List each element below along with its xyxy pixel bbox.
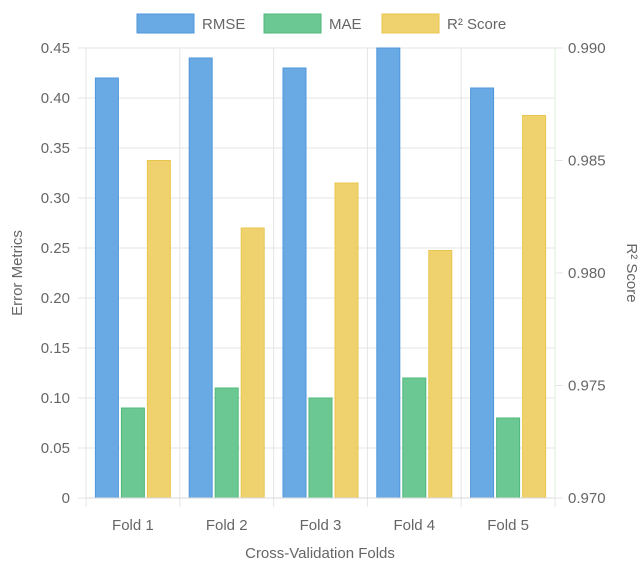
bar-r-score-5[interactable] (522, 115, 547, 499)
axes: 0 0.05 0.10 0.15 0.20 0.25 0.30 0.35 0.40 0.45 0.9… (41, 40, 606, 534)
bar-r-score-3[interactable] (334, 182, 359, 499)
legend-swatch[interactable] (263, 13, 322, 34)
legend-swatch[interactable] (381, 13, 440, 34)
legend-swatch[interactable] (136, 13, 195, 34)
left-tick-label: 0.20 (41, 290, 70, 307)
bar-rmse-1[interactable] (94, 77, 119, 499)
left-tick-label: 0 (62, 490, 70, 507)
left-tick-label: 0.25 (41, 240, 70, 257)
right-tick-label: 0.970 (568, 490, 606, 507)
legend[interactable]: RMSE MAE R² Score (136, 13, 506, 34)
bar-mae-2[interactable] (214, 387, 239, 499)
bar-r-score-1[interactable] (146, 160, 171, 499)
left-tick-label: 0.10 (41, 390, 70, 407)
bar-rmse-3[interactable] (282, 67, 307, 499)
left-tick-label: 0.30 (41, 190, 70, 207)
x-tick-label: Fold 2 (206, 517, 248, 534)
bar-rmse-2[interactable] (188, 57, 213, 499)
x-tick-label: Fold 3 (300, 517, 342, 534)
legend-label[interactable]: RMSE (202, 16, 245, 33)
bar-mae-5[interactable] (496, 417, 521, 499)
left-tick-label: 0.05 (41, 440, 70, 457)
right-tick-label: 0.980 (568, 265, 606, 282)
x-axis-title: Cross-Validation Folds (245, 545, 395, 562)
right-tick-label: 0.975 (568, 378, 606, 395)
x-tick-label: Fold 5 (487, 517, 529, 534)
x-tick-label: Fold 4 (393, 517, 435, 534)
left-tick-label: 0.40 (41, 90, 70, 107)
legend-label[interactable]: MAE (329, 16, 362, 33)
left-tick-label: 0.35 (41, 140, 70, 157)
left-tick-label: 0.45 (41, 40, 70, 57)
bar-rmse-4[interactable] (376, 47, 401, 499)
right-tick-label: 0.985 (568, 153, 606, 170)
right-tick-label: 0.990 (568, 40, 606, 57)
right-axis-title: R² Score (623, 243, 639, 302)
x-tick-label: Fold 1 (112, 517, 154, 534)
bar-rmse-5[interactable] (470, 87, 495, 499)
bar-mae-1[interactable] (120, 407, 145, 499)
bar-r-score-2[interactable] (240, 227, 265, 499)
bar-r-score-4[interactable] (428, 250, 453, 499)
bar-mae-3[interactable] (308, 397, 333, 499)
bar-mae-4[interactable] (402, 377, 427, 499)
left-tick-label: 0.15 (41, 340, 70, 357)
legend-label[interactable]: R² Score (447, 16, 506, 33)
left-axis-title: Error Metrics (9, 230, 26, 316)
bars (94, 47, 547, 499)
